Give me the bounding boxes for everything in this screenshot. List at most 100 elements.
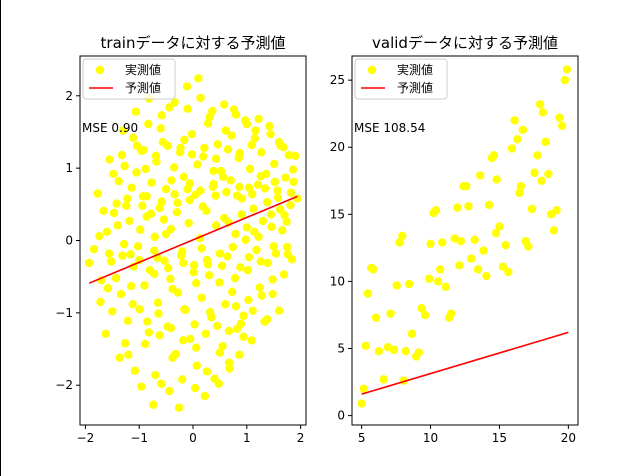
valid-point-57 [524, 242, 533, 251]
train-point-160 [251, 126, 260, 135]
train-point-39 [165, 103, 174, 112]
train-point-91 [249, 204, 258, 213]
train-point-167 [150, 269, 159, 278]
train-point-69 [213, 140, 222, 149]
valid-point-43 [484, 200, 494, 210]
valid-point-35 [462, 181, 471, 191]
train-point-198 [190, 383, 200, 393]
valid-y-tick-label-0: 0 [337, 409, 345, 423]
valid-point-67 [552, 206, 561, 215]
valid-point-15 [401, 347, 410, 356]
train-point-106 [273, 186, 282, 195]
valid-point-62 [538, 108, 548, 117]
train-prediction-line [88, 195, 298, 284]
train-point-135 [204, 271, 214, 280]
train-point-77 [226, 176, 235, 185]
train-point-143 [256, 257, 265, 266]
train-point-48 [179, 172, 189, 182]
train-point-183 [167, 176, 176, 185]
train-x-tick-label-4: 2 [297, 431, 305, 445]
train-point-94 [253, 180, 263, 189]
train-chart-title: trainデータに対する予測値 [101, 34, 286, 52]
train-point-105 [271, 249, 281, 258]
train-x-tick-label-1: −1 [130, 431, 148, 445]
train-point-13 [122, 201, 131, 210]
train-point-112 [282, 242, 292, 252]
train-point-239 [241, 235, 250, 244]
train-point-147 [282, 217, 291, 226]
train-point-202 [235, 350, 244, 360]
train-point-14 [123, 316, 133, 326]
train-point-3 [101, 329, 111, 339]
train-point-210 [208, 106, 217, 116]
train-point-140 [237, 210, 246, 219]
valid-point-50 [504, 267, 513, 277]
train-point-34 [157, 379, 166, 388]
train-point-267 [247, 140, 256, 150]
train-point-249 [155, 331, 164, 340]
train-point-233 [202, 255, 212, 265]
valid-legend: 実測値 予測値 [354, 58, 448, 100]
train-point-68 [211, 221, 221, 230]
train-point-263 [200, 143, 209, 153]
valid-point-47 [495, 222, 504, 231]
valid-prediction-polyline [361, 331, 569, 395]
train-point-234 [209, 179, 218, 189]
train-y-tick-label-2: 0 [65, 234, 73, 248]
train-point-118 [89, 244, 99, 254]
train-point-30 [150, 232, 159, 242]
valid-point-0 [357, 399, 366, 408]
train-point-175 [244, 252, 254, 262]
train-point-248 [143, 317, 152, 326]
train-point-70 [215, 278, 224, 287]
train-point-24 [140, 339, 150, 349]
train-point-229 [176, 251, 186, 260]
train-point-265 [223, 145, 233, 154]
train-point-2 [96, 297, 105, 307]
train-point-87 [242, 223, 252, 232]
train-point-145 [269, 242, 278, 251]
train-point-78 [228, 287, 237, 297]
train-point-59 [197, 293, 206, 302]
valid-point-61 [535, 100, 545, 109]
train-point-61 [200, 391, 210, 401]
valid-point-52 [510, 116, 519, 125]
train-point-177 [268, 275, 277, 284]
train-point-256 [236, 319, 246, 328]
train-point-5 [105, 155, 114, 164]
train-point-259 [151, 151, 161, 161]
valid-point-71 [562, 65, 572, 74]
train-point-188 [231, 302, 241, 311]
train-point-16 [126, 281, 136, 291]
valid-point-10 [386, 309, 395, 318]
train-point-92 [250, 134, 260, 143]
train-point-144 [263, 197, 272, 207]
train-mse-annotation: MSE 0.90 [82, 121, 138, 135]
train-point-19 [132, 168, 141, 177]
valid-point-40 [475, 171, 485, 180]
train-point-258 [139, 145, 148, 155]
train-point-153 [168, 353, 177, 362]
train-point-148 [109, 169, 118, 179]
train-point-182 [154, 309, 163, 318]
train-point-132 [185, 195, 194, 205]
train-point-242 [260, 184, 270, 193]
train-point-232 [196, 186, 205, 195]
valid-point-41 [479, 246, 488, 255]
train-point-52 [186, 334, 195, 344]
valid-y-tick-label-1: 5 [337, 342, 345, 356]
train-point-253 [201, 329, 211, 339]
train-point-9 [114, 176, 123, 186]
train-point-192 [283, 250, 292, 259]
train-point-45 [174, 403, 184, 412]
train-point-113 [284, 150, 293, 160]
train-point-189 [244, 183, 254, 192]
valid-legend-marker-actual [367, 65, 377, 75]
valid-point-28 [441, 282, 450, 291]
train-point-219 [104, 249, 114, 258]
train-x-tick-label-3: 1 [243, 431, 251, 445]
train-point-262 [187, 150, 197, 159]
train-point-149 [121, 339, 130, 348]
